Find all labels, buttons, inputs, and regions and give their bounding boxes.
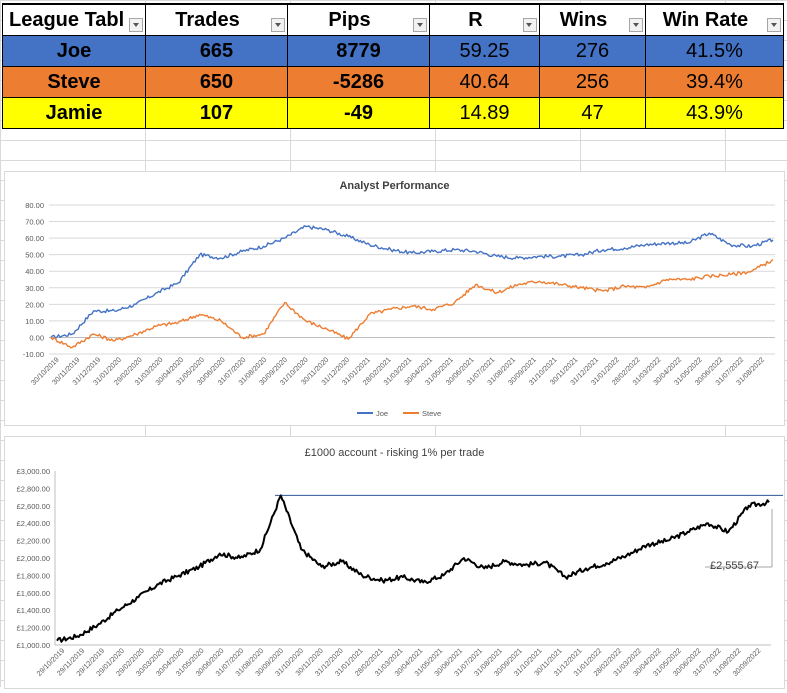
y-tick-label: £3,000.00 <box>17 467 50 476</box>
series-line-joe <box>50 225 774 340</box>
account-balance-chart[interactable]: £1000 account - risking 1% per trade £1,0… <box>4 436 785 689</box>
cell-trades[interactable]: 665 <box>145 35 288 67</box>
y-tick-label: 20.00 <box>25 300 44 309</box>
series-line-steve <box>50 259 774 349</box>
header-trades: Trades <box>145 3 288 36</box>
cell-win-rate[interactable]: 39.4% <box>645 66 784 98</box>
y-tick-label: £2,400.00 <box>17 519 50 528</box>
y-tick-label: £1,800.00 <box>17 571 50 580</box>
callout-label: £2,555.67 <box>710 560 759 572</box>
cell-win-rate[interactable]: 43.9% <box>645 97 784 129</box>
cell-wins[interactable]: 276 <box>539 35 646 67</box>
legend-label-steve: Steve <box>422 409 441 418</box>
y-tick-label: £2,000.00 <box>17 554 50 563</box>
sort-descending-icon[interactable] <box>523 18 537 32</box>
filter-dropdown-icon[interactable] <box>271 18 285 32</box>
series-line-balance <box>56 494 770 643</box>
y-tick-label: £1,600.00 <box>17 589 50 598</box>
y-tick-label: 10.00 <box>25 317 44 326</box>
cell-name[interactable]: Steve <box>2 66 146 98</box>
filter-dropdown-icon[interactable] <box>629 18 643 32</box>
analyst-performance-svg: Analyst Performance -10.00 0.00 10.00 20.00 3… <box>23 180 775 418</box>
filter-dropdown-icon[interactable] <box>767 18 781 32</box>
header-row: League Tabl Trades Pips R Wins Win Rate <box>2 3 784 36</box>
header-win-rate: Win Rate <box>645 3 784 36</box>
table-row: Joe 665 8779 59.25 276 41.5% <box>2 35 784 67</box>
cell-trades[interactable]: 650 <box>145 66 288 98</box>
header-name: League Tabl <box>2 3 146 36</box>
account-balance-svg: £1000 account - risking 1% per trade £1,0… <box>17 447 783 678</box>
cell-name[interactable]: Joe <box>2 35 146 67</box>
cell-wins[interactable]: 256 <box>539 66 646 98</box>
league-table: League Tabl Trades Pips R Wins Win Rate … <box>2 3 784 129</box>
cell-pips[interactable]: -5286 <box>287 66 430 98</box>
y-tick-label: £1,400.00 <box>17 606 50 615</box>
cell-win-rate[interactable]: 41.5% <box>645 35 784 67</box>
y-tick-label: 70.00 <box>25 218 44 227</box>
cell-pips[interactable]: 8779 <box>287 35 430 67</box>
filter-dropdown-icon[interactable] <box>129 18 143 32</box>
header-r: R <box>429 3 540 36</box>
y-tick-label: 30.00 <box>25 284 44 293</box>
cell-wins[interactable]: 47 <box>539 97 646 129</box>
cell-pips[interactable]: -49 <box>287 97 430 129</box>
chart-title: Analyst Performance <box>339 180 449 192</box>
y-tick-label: £2,800.00 <box>17 484 50 493</box>
y-tick-label: £2,600.00 <box>17 502 50 511</box>
header-wins: Wins <box>539 3 646 36</box>
cell-trades[interactable]: 107 <box>145 97 288 129</box>
y-tick-label: -10.00 <box>23 350 44 359</box>
y-tick-label: 40.00 <box>25 267 44 276</box>
legend-label-joe: Joe <box>376 409 388 418</box>
filter-dropdown-icon[interactable] <box>413 18 427 32</box>
y-tick-label: 60.00 <box>25 234 44 243</box>
chart-title: £1000 account - risking 1% per trade <box>305 447 485 459</box>
y-tick-label: £1,200.00 <box>17 624 50 633</box>
cell-name[interactable]: Jamie <box>2 97 146 129</box>
cell-r[interactable]: 14.89 <box>429 97 540 129</box>
table-row: Steve 650 -5286 40.64 256 39.4% <box>2 66 784 98</box>
y-tick-label: 80.00 <box>25 201 44 210</box>
cell-r[interactable]: 40.64 <box>429 66 540 98</box>
cell-r[interactable]: 59.25 <box>429 35 540 67</box>
y-tick-label: 50.00 <box>25 251 44 260</box>
header-pips: Pips <box>287 3 430 36</box>
y-tick-label: £2,200.00 <box>17 537 50 546</box>
analyst-performance-chart[interactable]: Analyst Performance -10.00 0.00 10.00 20.00 3… <box>4 171 785 426</box>
table-row: Jamie 107 -49 14.89 47 43.9% <box>2 97 784 129</box>
y-tick-label: 0.00 <box>29 333 44 342</box>
y-tick-label: £1,000.00 <box>17 641 50 650</box>
